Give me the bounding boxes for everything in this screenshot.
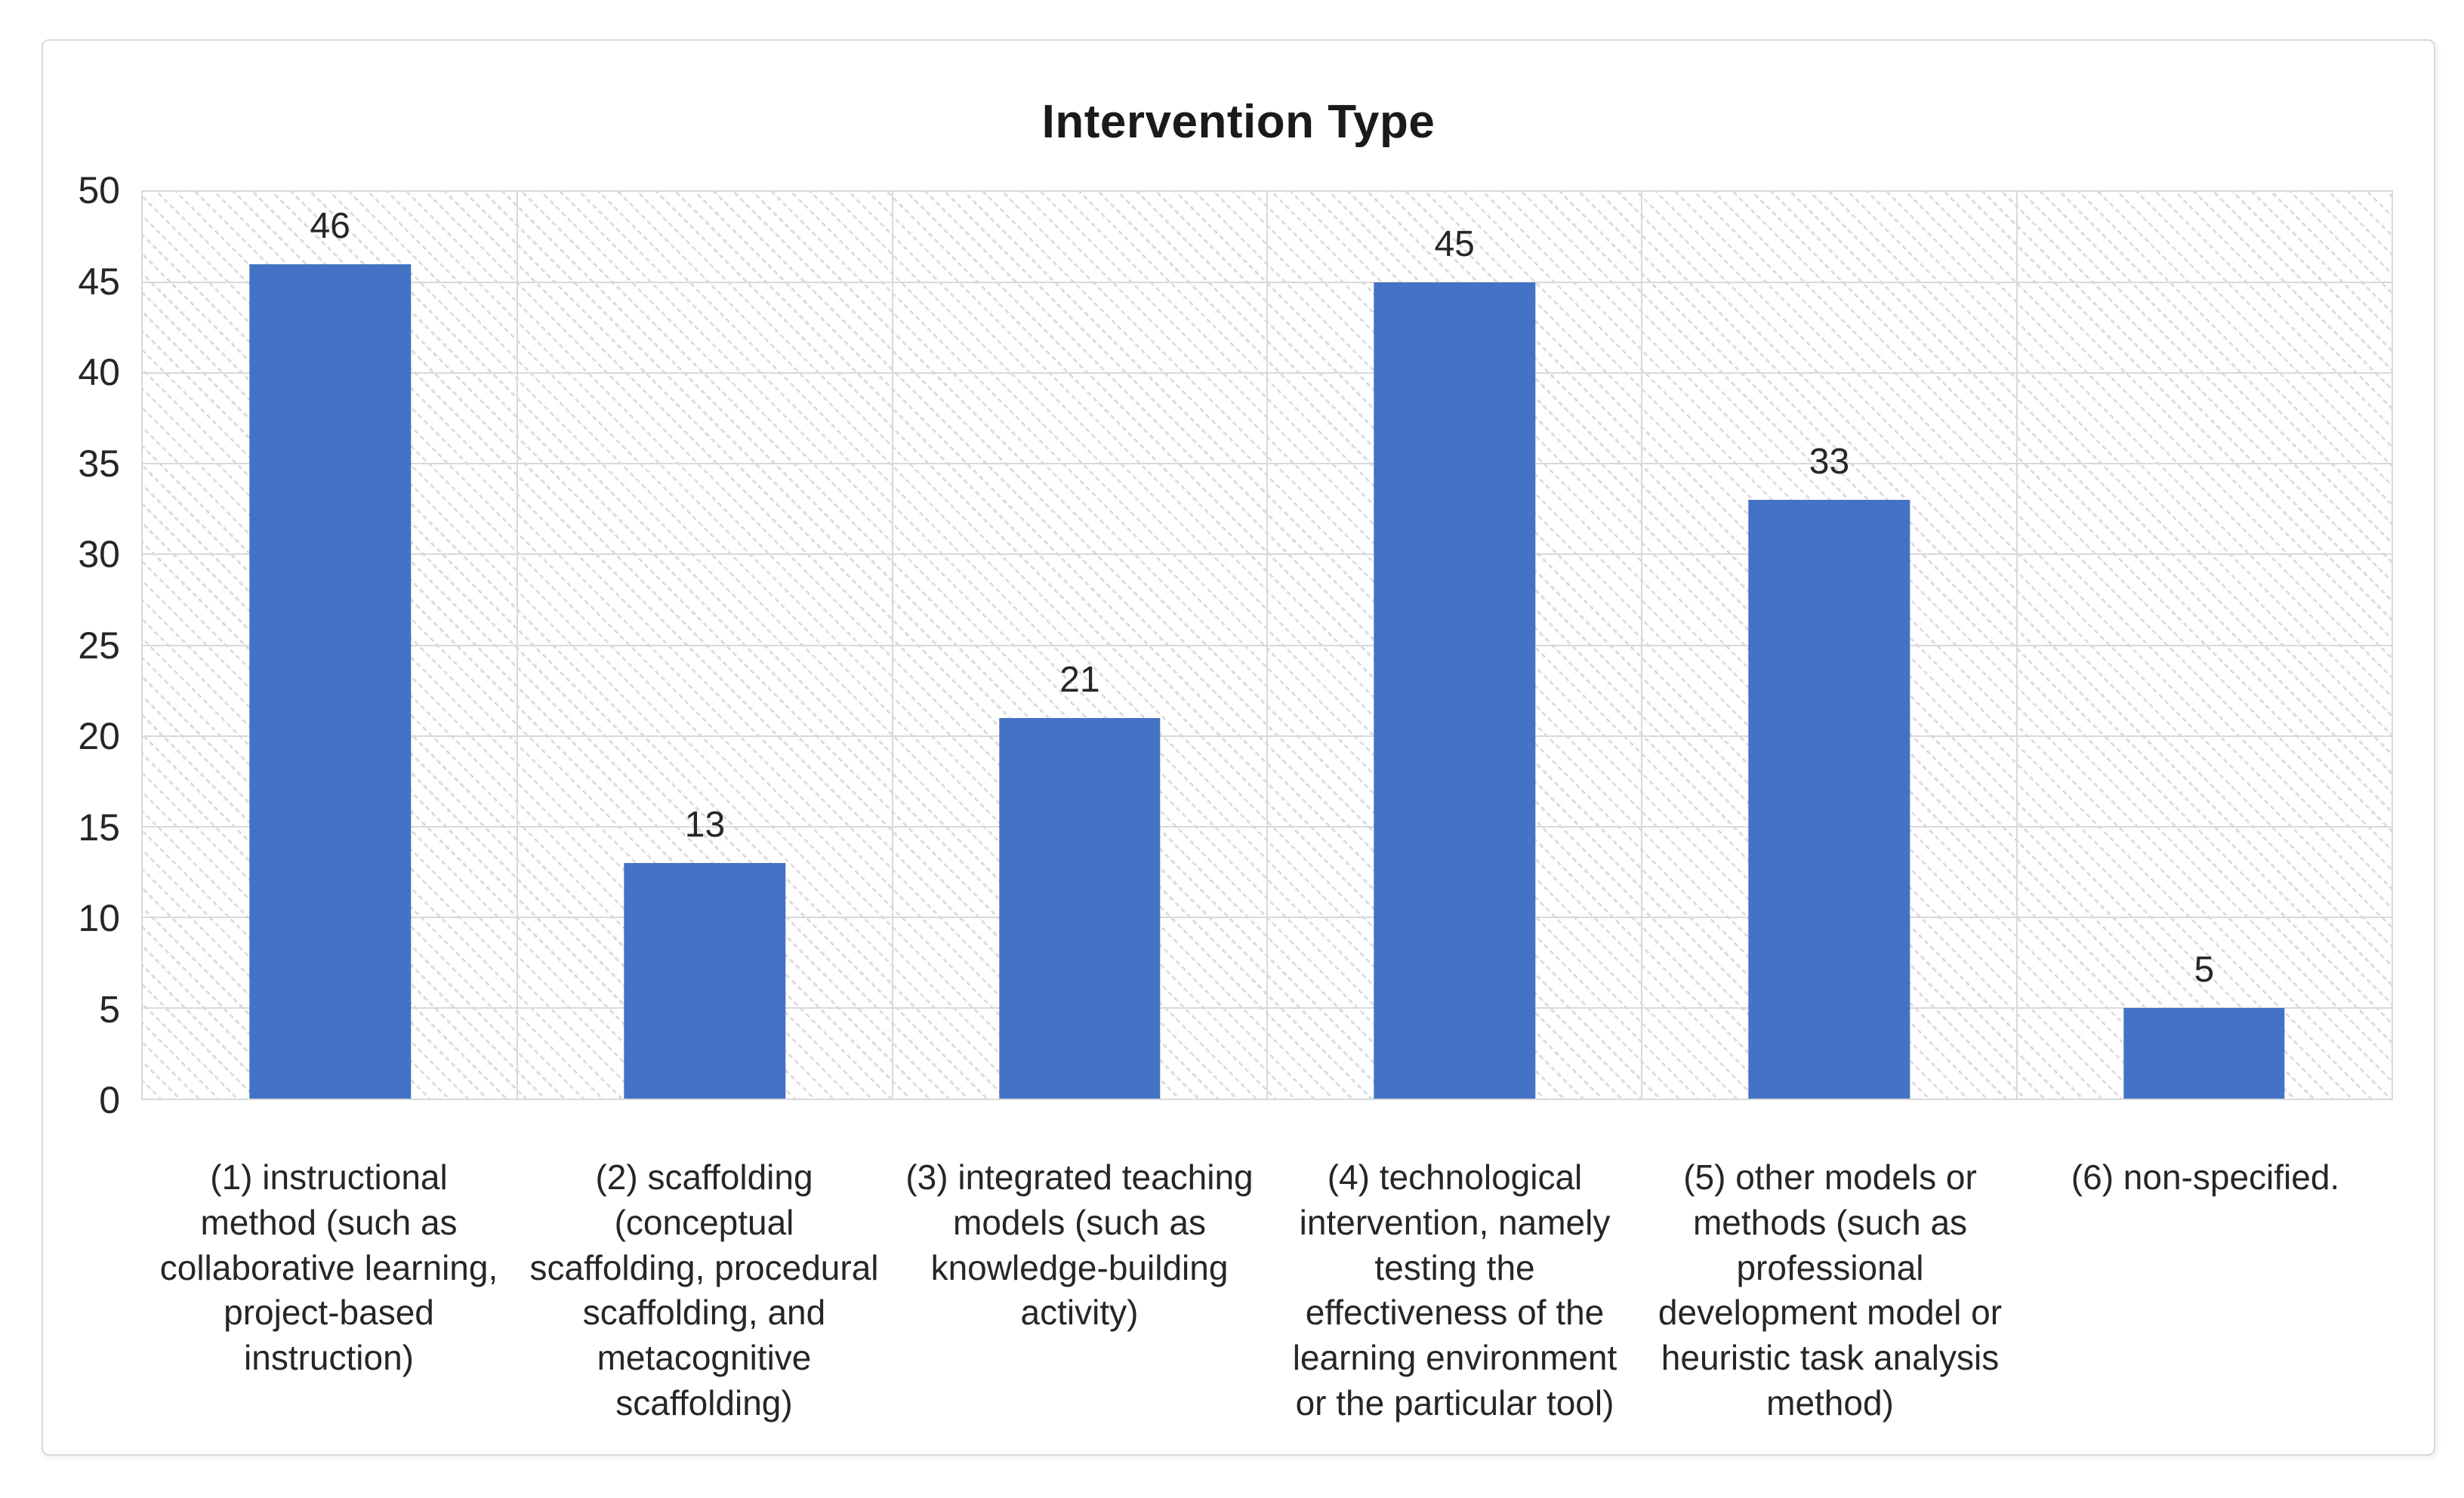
x-axis-category-label: (3) integrated teaching models (such as … (905, 1157, 1254, 1333)
chart-title: Intervention Type (1041, 96, 1436, 148)
y-axis-tick-label: 5 (99, 988, 120, 1031)
bar (249, 264, 411, 1099)
bar-cell: 5 (2017, 192, 2392, 1099)
bar (1374, 282, 1535, 1099)
x-axis-category-label: (4) technological intervention, namely t… (1292, 1157, 1617, 1422)
v-gridline (891, 192, 893, 1099)
bar-value-label: 21 (1059, 659, 1100, 700)
y-axis: 0 5 10 15 20 25 30 35 40 45 50 (43, 171, 120, 1119)
y-axis-tick-label: 35 (78, 442, 120, 485)
plot-area: 46 13 21 45 33 5 (141, 190, 2393, 1100)
v-gridline (2015, 192, 2018, 1099)
bar-cell: 13 (517, 192, 892, 1099)
bar-cell: 45 (1267, 192, 1642, 1099)
bar (624, 862, 786, 1099)
gridlines (143, 192, 2392, 1099)
bar-series: 46 13 21 45 33 5 (143, 192, 2392, 1099)
bar-value-label: 13 (684, 804, 726, 845)
y-axis-tick-label: 50 (78, 169, 120, 211)
x-axis-category-label: (2) scaffolding (conceptual scaffolding,… (529, 1157, 879, 1422)
bar-value-label: 33 (1809, 442, 1850, 482)
bar (2123, 1007, 2285, 1099)
v-gridline (517, 192, 519, 1099)
y-axis-tick-label: 25 (78, 624, 120, 667)
x-axis-category-label: (1) instructional method (such as collab… (159, 1157, 498, 1378)
chart-frame: Intervention Type 0 5 10 15 20 25 30 35 40 45 50 4… (42, 39, 2435, 1456)
y-axis-tick-label: 45 (78, 260, 120, 303)
bar-cell: 21 (893, 192, 1267, 1099)
y-axis-tick-label: 10 (78, 897, 120, 939)
y-axis-tick-label: 30 (78, 533, 120, 575)
v-gridline (1266, 192, 1268, 1099)
bar (999, 717, 1161, 1099)
y-axis-tick-label: 0 (99, 1079, 120, 1121)
x-axis: (1) instructional method (such as collab… (141, 1155, 2393, 1426)
v-gridline (1641, 192, 1643, 1099)
bar-value-label: 5 (2194, 949, 2215, 990)
x-axis-category-label: (6) non-specified. (2071, 1157, 2340, 1197)
bar-cell: 46 (143, 192, 517, 1099)
bar-cell: 33 (1642, 192, 2016, 1099)
bar (1748, 500, 1910, 1099)
y-axis-tick-label: 40 (78, 351, 120, 393)
bar-value-label: 46 (310, 206, 350, 247)
x-axis-category-label: (5) other models or methods (such as pro… (1658, 1157, 2003, 1422)
bar-value-label: 45 (1434, 224, 1475, 265)
y-axis-tick-label: 15 (78, 806, 120, 849)
y-axis-tick-label: 20 (78, 715, 120, 757)
